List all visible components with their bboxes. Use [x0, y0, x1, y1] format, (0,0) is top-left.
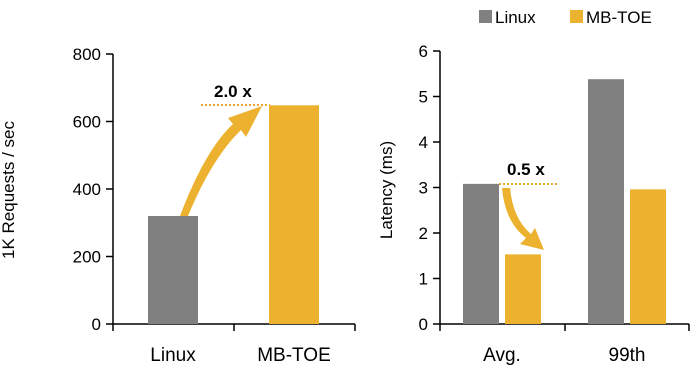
left-bar-linux — [148, 216, 198, 324]
legend-swatch-mbtoe — [570, 10, 583, 23]
left-y-ticks: 0 200 400 600 800 — [73, 45, 356, 334]
left-bar-mb-toe — [269, 105, 319, 324]
legend-label-mbtoe: MB-TOE — [586, 8, 652, 27]
right-y-tick-label: 0 — [419, 315, 428, 334]
right-y-tick-label: 3 — [419, 179, 428, 198]
legend-label-linux: Linux — [495, 8, 536, 27]
left-y-tick-label: 0 — [92, 315, 101, 334]
right-categories: Avg. 99th — [483, 345, 645, 366]
right-y-tick-label: 5 — [419, 88, 428, 107]
right-bars — [463, 79, 666, 325]
right-bar-linux-avg — [463, 183, 499, 324]
left-category-label: Linux — [150, 345, 196, 366]
right-category-label: Avg. — [483, 345, 521, 366]
left-categories: Linux MB-TOE — [150, 345, 330, 366]
right-y-tick-label: 4 — [419, 133, 428, 152]
legend-swatch-linux — [479, 10, 492, 23]
right-y-ticks: 0 1 2 3 4 5 6 — [419, 42, 690, 334]
right-category-label: 99th — [609, 345, 646, 366]
right-bar-mb-toe-99th — [630, 189, 666, 324]
right-annotation-label: 0.5 x — [507, 160, 545, 179]
left-annotation-arrow-icon — [180, 106, 262, 216]
right-y-tick-label: 2 — [419, 224, 428, 243]
legend: Linux MB-TOE — [479, 8, 652, 27]
left-annotation-label: 2.0 x — [214, 82, 252, 101]
right-y-axis-label: Latency (ms) — [377, 141, 396, 239]
right-annotation-arrow-icon — [502, 188, 544, 250]
left-y-tick-label: 600 — [73, 113, 101, 132]
right-bar-linux-99th — [588, 79, 624, 325]
throughput-chart: 1K Requests / sec 0 200 400 600 800 Linux MB-… — [0, 45, 356, 366]
left-category-label: MB-TOE — [257, 345, 331, 366]
left-bars — [148, 105, 319, 324]
right-annotation: 0.5 x — [499, 160, 557, 250]
latency-chart: Latency (ms) 0 1 2 3 4 5 6 Avg. 99th 0.5 x — [377, 42, 690, 366]
left-y-axis-label: 1K Requests / sec — [0, 121, 18, 259]
right-y-tick-label: 6 — [419, 42, 428, 61]
right-bar-mb-toe-avg — [505, 254, 541, 324]
right-y-tick-label: 1 — [419, 270, 428, 289]
left-annotation: 2.0 x — [180, 82, 270, 216]
left-y-tick-label: 800 — [73, 45, 101, 64]
left-y-tick-label: 200 — [73, 248, 101, 267]
left-y-tick-label: 400 — [73, 180, 101, 199]
